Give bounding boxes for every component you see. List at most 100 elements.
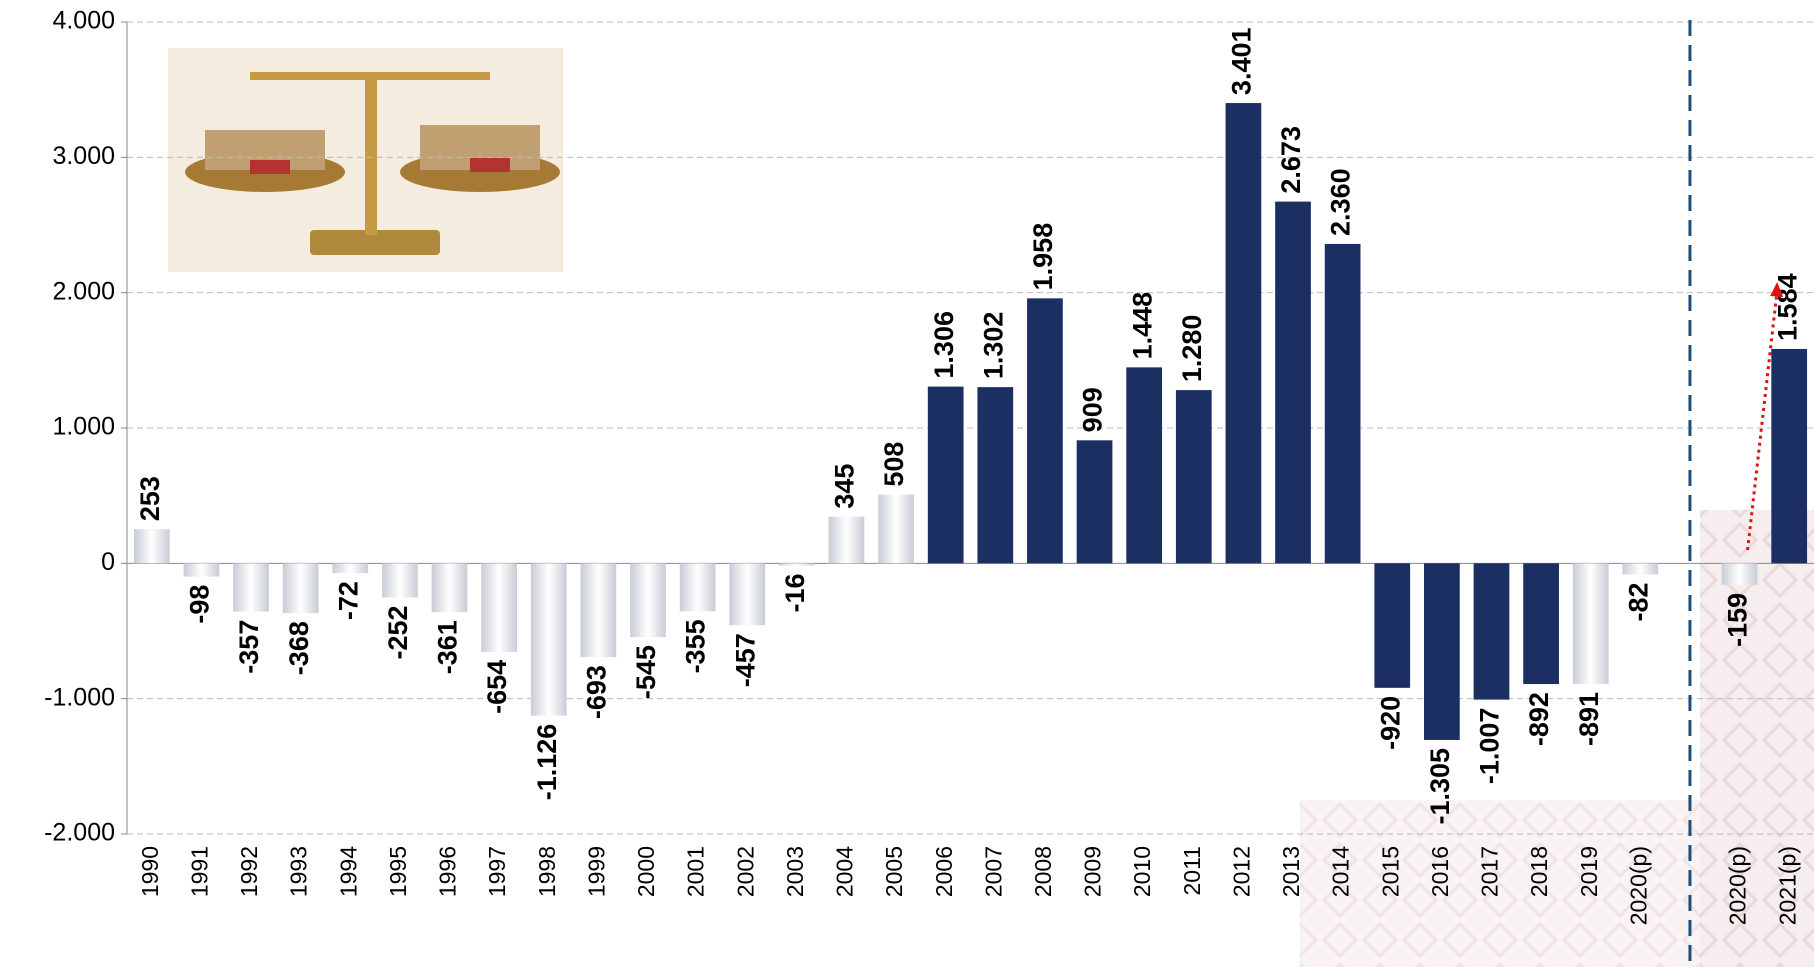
bar xyxy=(382,563,418,597)
bar xyxy=(1771,349,1807,563)
value-label: -654 xyxy=(482,660,512,714)
x-tick-label: 2008 xyxy=(1030,846,1056,897)
x-tick-label: 1995 xyxy=(385,846,411,897)
value-label: -16 xyxy=(780,573,810,612)
x-tick-label: 1996 xyxy=(435,846,461,897)
x-tick-label: 2011 xyxy=(1179,846,1205,895)
bar xyxy=(1027,298,1063,563)
x-tick-label: 1993 xyxy=(286,846,312,897)
value-label: -545 xyxy=(631,645,661,699)
value-label: -1.126 xyxy=(532,724,562,801)
bar xyxy=(928,387,964,564)
bar xyxy=(1374,563,1410,688)
bar xyxy=(134,529,170,563)
bar xyxy=(1474,563,1510,699)
value-label: -355 xyxy=(681,619,711,673)
value-label: 1.958 xyxy=(1028,223,1058,291)
x-tick-label: 2016 xyxy=(1427,846,1453,897)
bar xyxy=(1424,563,1460,740)
value-label: -98 xyxy=(185,585,215,624)
bar xyxy=(283,563,319,613)
value-label: 345 xyxy=(830,464,860,509)
bar xyxy=(729,563,765,625)
bar xyxy=(779,563,815,565)
value-label: -252 xyxy=(383,605,413,659)
bar xyxy=(1622,563,1658,574)
value-label: -693 xyxy=(581,665,611,719)
value-label: -457 xyxy=(730,633,760,687)
x-tick-label: 2009 xyxy=(1080,846,1106,897)
value-label: -891 xyxy=(1574,692,1604,746)
bar xyxy=(1226,103,1262,563)
x-tick-label: 1990 xyxy=(137,846,163,897)
x-tick-label: 1992 xyxy=(236,846,262,897)
y-tick-label: -2.000 xyxy=(44,819,115,847)
value-label: 253 xyxy=(135,476,165,521)
x-tick-label: 2019 xyxy=(1576,846,1602,897)
y-tick-label: 0 xyxy=(101,548,115,576)
bar xyxy=(1573,563,1609,684)
bar xyxy=(1077,440,1113,563)
value-label: 1.448 xyxy=(1127,292,1157,360)
value-label: -159 xyxy=(1723,593,1753,647)
value-label: -368 xyxy=(284,621,314,675)
bar xyxy=(878,495,914,564)
x-tick-label: 2015 xyxy=(1377,846,1403,897)
value-label: -1.305 xyxy=(1425,748,1455,825)
bar xyxy=(531,563,567,715)
bar xyxy=(977,387,1013,563)
bar xyxy=(1325,244,1361,563)
x-tick-label: 1991 xyxy=(187,846,213,897)
bar xyxy=(184,563,220,576)
bar xyxy=(829,517,865,564)
bar xyxy=(680,563,716,611)
x-tick-label: 2018 xyxy=(1526,846,1552,897)
value-label: 1.302 xyxy=(978,312,1008,380)
x-tick-label: 2020(p) xyxy=(1725,846,1751,925)
y-tick-label: 1.000 xyxy=(52,413,115,441)
bar xyxy=(432,563,468,612)
value-label: 3.401 xyxy=(1227,27,1257,95)
bar xyxy=(332,563,368,573)
value-label: -1.007 xyxy=(1475,708,1505,785)
value-label: 2.673 xyxy=(1276,126,1306,194)
bar xyxy=(481,563,517,652)
x-tick-label: 2002 xyxy=(732,846,758,897)
x-tick-label: 1999 xyxy=(583,846,609,897)
value-label: -82 xyxy=(1623,582,1653,621)
x-tick-label: 2005 xyxy=(881,846,907,897)
value-label: 1.280 xyxy=(1177,315,1207,383)
bar xyxy=(1275,202,1311,564)
scales-illustration xyxy=(168,48,563,272)
value-label: -892 xyxy=(1524,692,1554,746)
y-tick-label: 3.000 xyxy=(52,142,115,170)
x-tick-label: 2021(p) xyxy=(1774,846,1800,925)
value-label: 1.306 xyxy=(929,311,959,379)
bar xyxy=(1126,367,1162,563)
x-tick-label: 2003 xyxy=(782,846,808,897)
bar xyxy=(1722,563,1758,585)
x-tick-label: 1994 xyxy=(335,846,361,897)
y-tick-label: -1.000 xyxy=(44,683,115,711)
page: {"chart_data": {"type": "bar", "categori… xyxy=(0,0,1814,967)
chart: -2.000 -1.000 0 1.000 2.000 3.000 4.000 1990 253… xyxy=(0,0,1814,967)
x-tick-label: 2012 xyxy=(1228,846,1254,897)
value-label: 909 xyxy=(1078,387,1108,432)
y-tick-label: 4.000 xyxy=(52,7,115,35)
x-tick-label: 1997 xyxy=(484,846,510,897)
y-tick-label: 2.000 xyxy=(52,277,115,305)
value-label: 2.360 xyxy=(1326,168,1356,236)
x-tick-label: 2006 xyxy=(931,846,957,897)
bar xyxy=(1523,563,1559,684)
bar xyxy=(630,563,666,637)
value-label: 508 xyxy=(879,442,909,487)
x-tick-label: 2013 xyxy=(1278,846,1304,897)
x-tick-label: 2014 xyxy=(1328,846,1354,897)
bar xyxy=(233,563,269,611)
x-tick-label: 2017 xyxy=(1477,846,1503,897)
value-label: -361 xyxy=(433,620,463,674)
x-tick-label: 2007 xyxy=(980,846,1006,897)
value-label: -72 xyxy=(333,581,363,620)
value-label: -357 xyxy=(234,620,264,674)
x-tick-label: 2010 xyxy=(1129,846,1155,897)
